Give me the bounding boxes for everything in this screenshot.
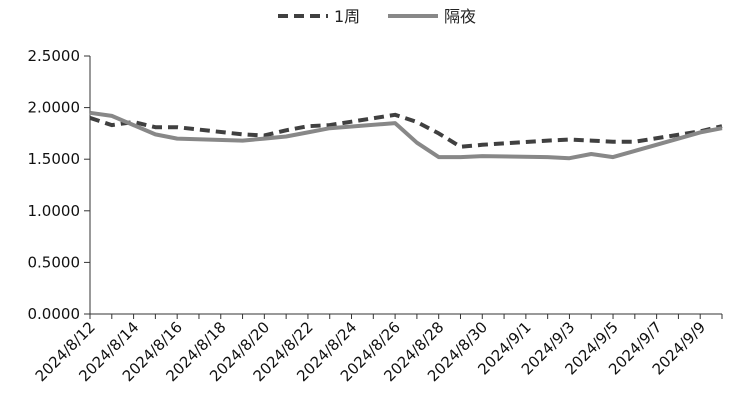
legend-label: 隔夜 [444, 7, 476, 26]
y-tick-label: 1.0000 [28, 202, 81, 220]
legend-label: 1周 [334, 7, 360, 26]
y-tick-label: 0.0000 [28, 305, 81, 323]
y-tick-label: 0.5000 [28, 253, 81, 271]
series-line-overnight [89, 110, 723, 161]
legend: 1周 隔夜 [278, 7, 476, 26]
series-line-one-week [89, 112, 723, 149]
y-axis: 0.0000 0.5000 1.0000 1.5000 2.0000 2.5000 [28, 47, 91, 323]
x-axis: 2024/8/122024/8/142024/8/162024/8/182024… [32, 313, 723, 385]
y-tick-label: 2.5000 [28, 47, 81, 65]
y-tick-label: 1.5000 [28, 150, 81, 168]
y-tick-label: 2.0000 [28, 99, 81, 117]
plot-area [89, 110, 723, 161]
